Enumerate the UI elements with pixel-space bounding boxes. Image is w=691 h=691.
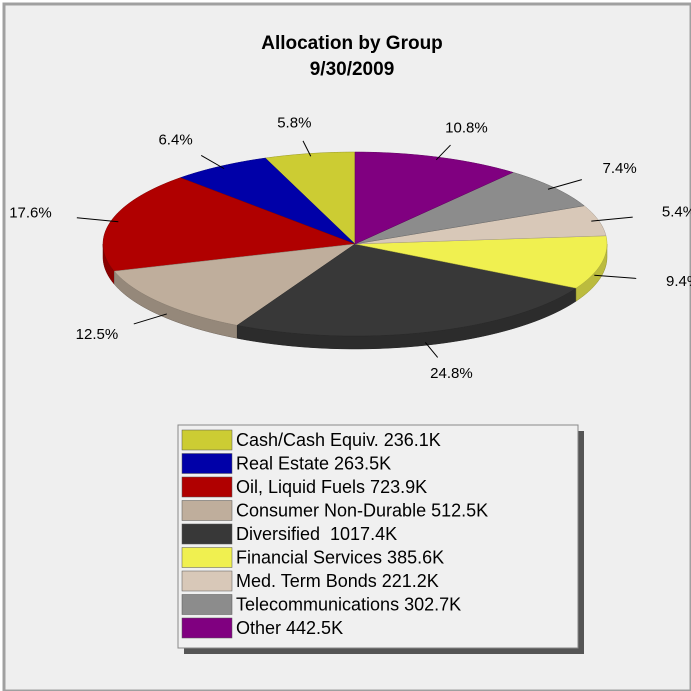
legend-swatch	[181, 453, 233, 474]
leader-line	[302, 140, 312, 157]
legend-label: Med. Term Bonds 221.2K	[236, 571, 439, 591]
leader-line	[76, 217, 119, 223]
slice	[354, 235, 608, 289]
data-label: 9.4%	[666, 273, 691, 290]
data-label: 10.8%	[445, 120, 488, 137]
leader-line	[424, 342, 439, 358]
legend-label: Other 442.5K	[236, 618, 343, 638]
leader-line	[133, 313, 167, 325]
data-label: 5.8%	[277, 115, 311, 132]
leader-line	[547, 179, 582, 190]
legend-swatch	[181, 429, 233, 451]
leader-line	[200, 154, 225, 170]
legend-swatch	[181, 500, 233, 521]
data-label: 5.4%	[662, 204, 691, 221]
legend-label: Cash/Cash Equiv. 236.1K	[236, 430, 441, 450]
legend-swatch	[181, 570, 233, 592]
legend-label: Diversified 1017.4K	[236, 524, 397, 544]
legend	[177, 424, 579, 649]
legend-swatch	[181, 594, 233, 615]
chart-title: Allocation by Group	[261, 33, 443, 54]
legend-label: Consumer Non-Durable 512.5K	[236, 500, 488, 520]
slice	[236, 243, 577, 337]
legend-label: Telecommunications 302.7K	[236, 594, 461, 614]
legend-swatch	[181, 617, 233, 639]
data-label: 24.8%	[430, 365, 473, 382]
legend-swatch	[181, 523, 233, 545]
data-label: 6.4%	[158, 132, 192, 149]
legend-label: Real Estate 263.5K	[236, 453, 391, 473]
leader-line	[594, 274, 637, 279]
slice	[113, 243, 356, 326]
legend-swatch	[181, 547, 233, 568]
data-label: 7.4%	[603, 160, 637, 177]
legend-label: Financial Services 385.6K	[236, 547, 444, 567]
legend-swatch	[181, 476, 233, 498]
data-label: 12.5%	[76, 326, 119, 343]
chart-subtitle: 9/30/2009	[310, 59, 395, 80]
legend-label: Oil, Liquid Fuels 723.9K	[236, 477, 427, 497]
leader-line	[591, 216, 633, 222]
leader-line	[435, 144, 451, 161]
data-label: 17.6%	[9, 204, 52, 221]
